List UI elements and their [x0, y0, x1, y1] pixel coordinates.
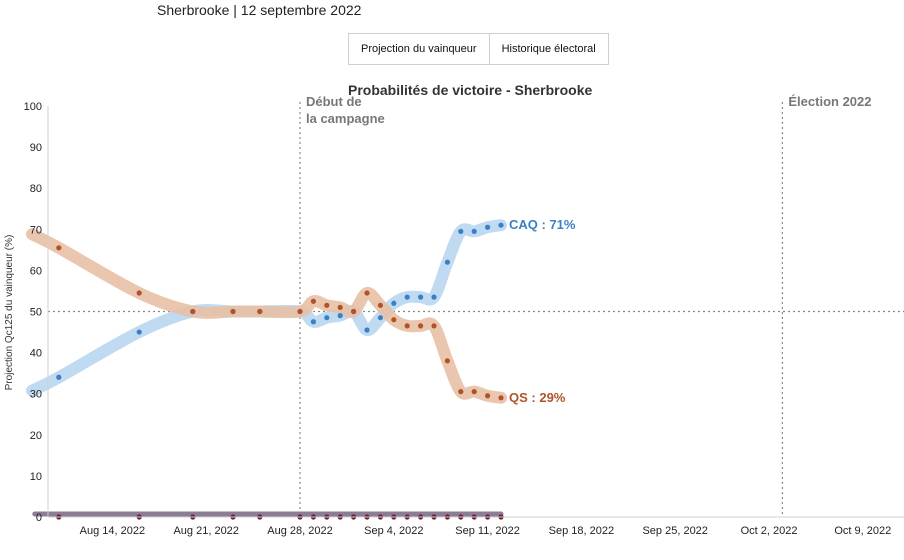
- tab-electoral-history[interactable]: Historique électoral: [501, 43, 596, 55]
- y-tick-label: 80: [30, 183, 42, 195]
- x-tick-label: Sep 18, 2022: [549, 525, 614, 537]
- data-point-caq: [377, 315, 383, 321]
- data-point-qs: [418, 323, 424, 329]
- x-tick-label: Aug 21, 2022: [173, 525, 238, 537]
- data-point-caq: [404, 294, 410, 300]
- y-tick-label: 0: [36, 512, 42, 524]
- y-tick-label: 40: [30, 348, 42, 360]
- data-point-qs: [377, 302, 383, 308]
- data-point-qs: [431, 323, 437, 329]
- data-point-qs: [257, 308, 263, 315]
- axes: 0 10 20 30 40 50 60 70 80 90 100 Projection Qc125 d…: [4, 101, 904, 537]
- y-axis-label: Projection Qc125 du vainqueur (%): [4, 235, 15, 391]
- data-point-caq: [458, 228, 464, 234]
- y-tick-label: 30: [30, 389, 42, 401]
- x-tick-label: Sep 4, 2022: [364, 525, 423, 537]
- x-tick-label: Aug 14, 2022: [80, 525, 145, 537]
- series-end-label-qs: QS : 29%: [509, 390, 566, 405]
- data-point-caq: [485, 224, 491, 230]
- data-point-qs: [391, 317, 397, 323]
- x-tick-label: Oct 2, 2022: [741, 525, 798, 537]
- data-point-qs: [310, 298, 316, 304]
- annotation-label: Début de: [306, 94, 362, 109]
- data-point-qs: [485, 393, 491, 399]
- series-end-label-caq: CAQ : 71%: [509, 217, 576, 232]
- y-tick-label: 90: [30, 142, 42, 154]
- data-point-qs: [444, 358, 450, 364]
- y-tick-label: 70: [30, 224, 42, 236]
- data-point-caq: [364, 327, 370, 333]
- data-point-caq: [418, 294, 424, 300]
- data-point-caq: [337, 313, 343, 319]
- page-subtitle: Sherbrooke | 12 septembre 2022: [157, 2, 362, 18]
- data-point-caq: [471, 228, 477, 234]
- data-point-qs: [190, 308, 196, 315]
- data-point-caq: [444, 259, 450, 265]
- annotation-label: la campagne: [306, 111, 385, 126]
- data-point-qs: [337, 304, 343, 310]
- data-point-caq: [136, 329, 142, 335]
- tab-bar: Projection du vainqueur Historique élect…: [348, 33, 609, 65]
- data-point-qs: [230, 308, 236, 315]
- data-point-qs: [458, 389, 464, 395]
- data-point-caq: [431, 294, 437, 300]
- y-tick-label: 60: [30, 265, 42, 277]
- y-tick-label: 100: [24, 101, 42, 113]
- x-tick-label: Aug 28, 2022: [267, 525, 332, 537]
- y-tick-label: 50: [30, 307, 42, 319]
- data-point-caq: [324, 315, 330, 321]
- series-bands: [26, 219, 507, 404]
- data-point-qs: [404, 323, 410, 329]
- data-point-qs: [324, 302, 330, 308]
- data-point-qs: [351, 308, 357, 315]
- data-point-caq: [310, 319, 316, 325]
- chart-labels: Début de la campagne Élection 2022 CAQ : 71…: [306, 94, 872, 405]
- data-point-qs: [297, 308, 303, 315]
- grid-layer: [48, 102, 904, 517]
- series-band-qs: [26, 228, 507, 404]
- series-points: [32, 222, 504, 520]
- data-point-caq: [498, 222, 504, 228]
- data-point-qs: [471, 389, 477, 395]
- data-point-qs: [56, 245, 62, 251]
- data-point-qs: [498, 395, 504, 401]
- annotation-label: Élection 2022: [788, 94, 871, 109]
- data-point-caq: [391, 300, 397, 306]
- x-tick-label: Sep 25, 2022: [642, 525, 707, 537]
- chart-title: Probabilités de victoire - Sherbrooke: [348, 82, 593, 98]
- data-point-qs: [136, 290, 142, 296]
- tab-winner-projection[interactable]: Projection du vainqueur: [349, 34, 490, 64]
- data-point-caq: [56, 374, 62, 380]
- y-tick-label: 10: [30, 471, 42, 483]
- y-tick-label: 20: [30, 430, 42, 442]
- x-tick-label: Oct 9, 2022: [834, 525, 891, 537]
- data-point-qs: [364, 290, 370, 296]
- x-tick-label: Sep 11, 2022: [455, 525, 520, 537]
